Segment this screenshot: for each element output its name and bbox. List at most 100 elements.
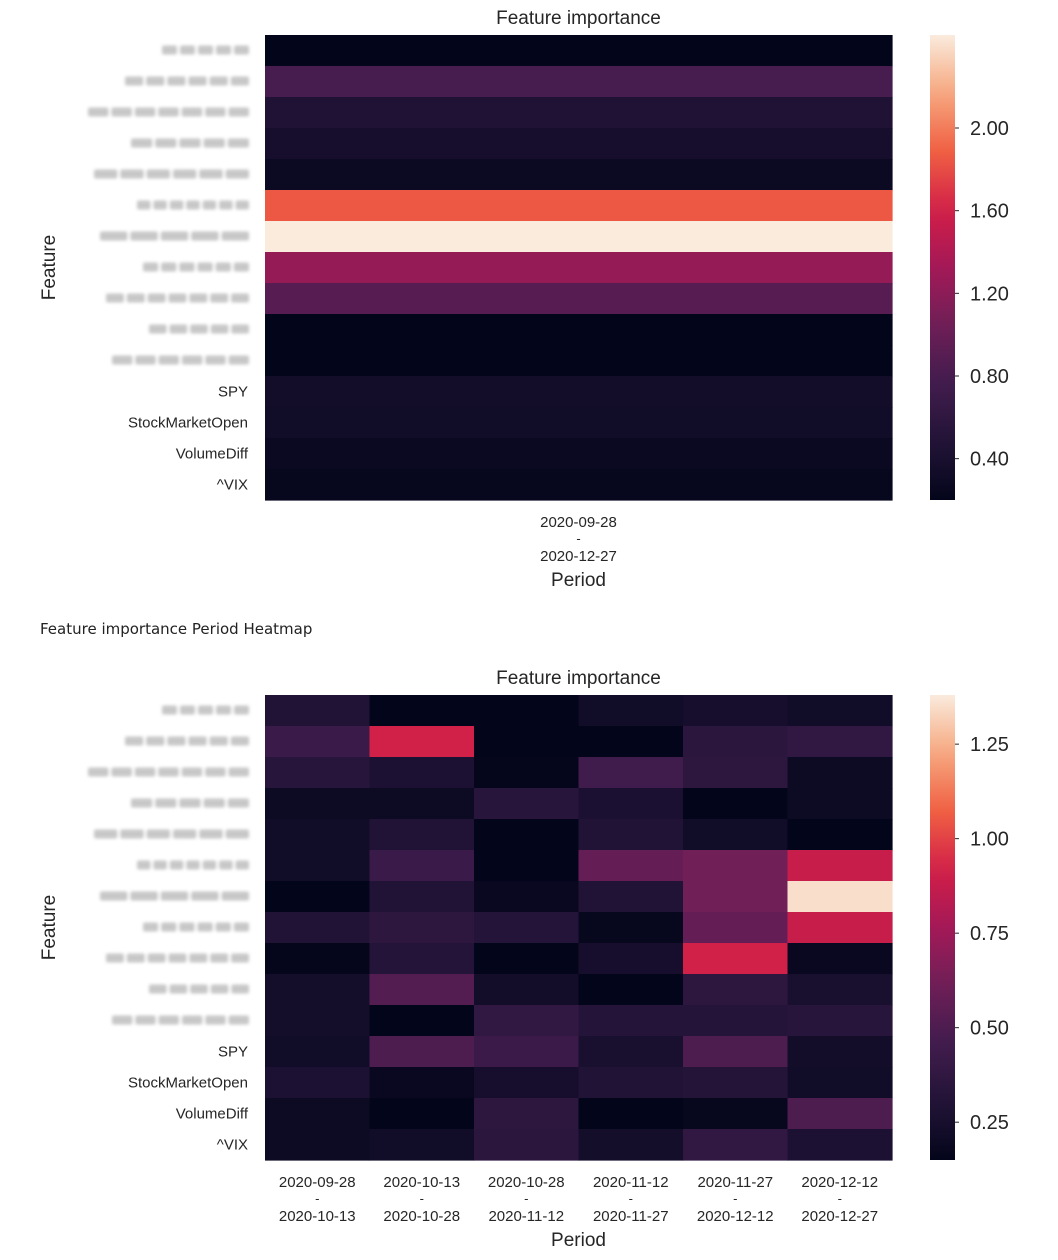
heatmap-cell: [787, 1036, 893, 1068]
x-tick-label-sep: -: [733, 1191, 737, 1206]
y-axis-label: Feature: [39, 895, 60, 960]
colorbar: [930, 35, 955, 500]
heatmap-cell: [265, 757, 371, 789]
heatmap-cell: [787, 1005, 893, 1037]
heatmap-cell: [787, 819, 893, 851]
y-axis-label: Feature: [39, 235, 60, 300]
x-tick-label-start: 2020-11-12: [593, 1174, 669, 1191]
y-tick-label-redacted: [149, 324, 249, 334]
y-tick-label-redacted: [149, 984, 249, 994]
colorbar-tick-label: 0.40: [970, 449, 1009, 471]
heatmap-cell: [265, 376, 893, 408]
heatmap-cell: [683, 912, 789, 944]
heatmap-cell: [474, 912, 580, 944]
x-tick-label-start: 2020-09-28: [279, 1174, 356, 1191]
colorbar-tick-label: 1.60: [970, 201, 1009, 223]
y-tick-label: SPY: [218, 1044, 248, 1061]
heatmap-cell: [683, 1036, 789, 1068]
y-tick-label-redacted: [112, 1015, 249, 1025]
heatmap-cell: [369, 974, 475, 1006]
y-tick-label-redacted: [106, 953, 249, 963]
heatmap-cell: [578, 912, 684, 944]
heatmap-cell: [265, 912, 371, 944]
heatmap-cell: [683, 695, 789, 727]
heatmap-cell: [369, 1098, 475, 1130]
heatmap-cell: [265, 850, 371, 882]
heatmap-cell: [265, 1098, 371, 1130]
heatmap-cell: [369, 819, 475, 851]
heatmap-cell: [265, 943, 371, 975]
x-axis-label: Period: [551, 1230, 606, 1251]
colorbar-tick-label: 2.00: [970, 118, 1009, 140]
heatmap-cell: [683, 1005, 789, 1037]
y-tick-label-redacted: [143, 922, 249, 932]
heatmap-cell: [578, 726, 684, 758]
colorbar-tick-label: 0.50: [970, 1018, 1009, 1040]
y-tick-label: StockMarketOpen: [128, 1075, 248, 1092]
heatmap-cell: [265, 190, 893, 222]
x-tick-label-start: 2020-10-28: [488, 1174, 565, 1191]
heatmap-cell: [369, 850, 475, 882]
heatmap-cell: [474, 695, 580, 727]
heatmap-cell: [474, 757, 580, 789]
heatmap-cell: [474, 1067, 580, 1099]
heatmap-cell: [265, 788, 371, 820]
heatmap-cell: [787, 726, 893, 758]
heatmap-cell: [787, 788, 893, 820]
section-heading: Feature importance Period Heatmap: [40, 620, 313, 638]
colorbar: [930, 695, 955, 1160]
x-tick-label-sep: -: [315, 1191, 319, 1206]
heatmap-cell: [265, 314, 893, 346]
heatmap-cell: [578, 788, 684, 820]
heatmap-cell: [474, 1129, 580, 1161]
heatmap-cell: [474, 819, 580, 851]
heatmap-cell: [578, 1005, 684, 1037]
x-axis-label: Period: [551, 570, 606, 591]
colorbar-tick-label: 1.00: [970, 829, 1009, 851]
heatmap-cell: [578, 695, 684, 727]
heatmap-cell: [787, 850, 893, 882]
y-tick-label-redacted: [88, 767, 249, 777]
x-tick-label-start: 2020-10-13: [383, 1174, 460, 1191]
heatmap-cell: [265, 35, 893, 67]
heatmap-cell: [369, 912, 475, 944]
heatmap-cell: [578, 850, 684, 882]
heatmap-cell: [683, 1067, 789, 1099]
y-tick-label-redacted: [106, 293, 249, 303]
heatmap-cell: [683, 943, 789, 975]
y-tick-label-redacted: [100, 891, 249, 901]
heatmap-cell: [683, 881, 789, 913]
heatmap-cell: [265, 726, 371, 758]
x-tick-label-sep: -: [838, 1191, 842, 1206]
y-tick-label: VolumeDiff: [176, 1106, 249, 1123]
heatmap-cell: [787, 1098, 893, 1130]
x-tick-label-end: 2020-10-13: [279, 1208, 356, 1225]
colorbar-tick-label: 0.75: [970, 923, 1009, 945]
heatmap-cell: [474, 788, 580, 820]
heatmap-cell: [265, 1005, 371, 1037]
heatmap-cell: [787, 943, 893, 975]
heatmap-cell: [578, 819, 684, 851]
heatmap-cell: [369, 726, 475, 758]
heatmap-cell: [265, 97, 893, 129]
heatmap-cell: [578, 1036, 684, 1068]
y-tick-label-redacted: [137, 200, 249, 210]
colorbar-tick-label: 0.80: [970, 366, 1009, 388]
heatmap-cell: [265, 345, 893, 377]
y-tick-label-redacted: [162, 45, 249, 55]
heatmap-cell: [265, 881, 371, 913]
heatmap-cell: [578, 1098, 684, 1130]
heatmap-cell: [474, 850, 580, 882]
heatmap-cell: [787, 881, 893, 913]
y-tick-label-redacted: [112, 355, 249, 365]
heatmap-cell: [265, 695, 371, 727]
heatmap-overall-period: Feature importance SPY StockMarketOpen Volu…: [39, 8, 1009, 591]
colorbar-tick-label: 1.25: [970, 734, 1009, 756]
heatmap-cell: [369, 1129, 475, 1161]
x-tick-label-start: 2020-09-28: [540, 514, 617, 531]
y-tick-label: ^VIX: [217, 1137, 248, 1154]
heatmap-cell: [265, 407, 893, 439]
y-tick-label: SPY: [218, 384, 248, 401]
x-tick-label-sep: -: [576, 531, 580, 546]
